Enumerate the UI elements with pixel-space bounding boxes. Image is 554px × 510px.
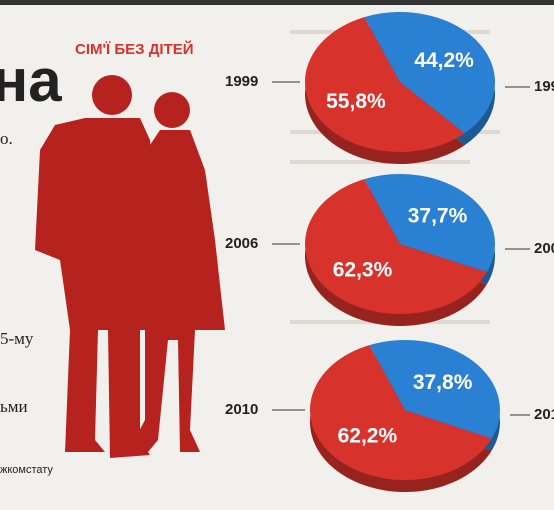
value-label: 55,8% [326, 90, 386, 113]
value-label: 37,7% [408, 205, 468, 228]
year-label-cut: 200 [534, 240, 554, 257]
year-label: 1999 [225, 73, 258, 90]
source: жкомстату [0, 464, 53, 476]
year-label-cut: 201 [534, 406, 554, 423]
fragment-text: о. [0, 129, 13, 148]
value-label: 44,2% [414, 49, 474, 72]
heading: СІМ'Ї БЕЗ ДІТЕЙ [75, 40, 194, 58]
fragment-text: 5-му [0, 329, 34, 348]
year-label: 2010 [225, 401, 258, 418]
fragment-text: ьми [0, 397, 28, 416]
value-label: 62,2% [338, 424, 398, 447]
infographic: на о. 5-му ьми жкомстату СІМ'Ї БЕЗ ДІТЕЙ… [0, 0, 554, 505]
year-label-cut: 199 [534, 78, 554, 95]
page: на о. 5-му ьми жкомстату СІМ'Ї БЕЗ ДІТЕЙ… [0, 0, 554, 510]
value-label: 62,3% [333, 258, 393, 281]
fragment-heading: на [0, 47, 62, 114]
value-label: 37,8% [413, 371, 473, 394]
top-rule [0, 0, 554, 5]
year-label: 2006 [225, 235, 258, 252]
